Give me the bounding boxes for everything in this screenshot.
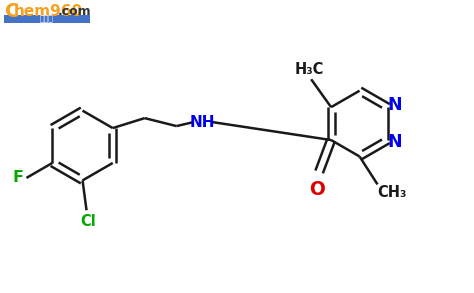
FancyBboxPatch shape	[4, 15, 90, 23]
Text: C: C	[5, 3, 19, 21]
Text: H₃C: H₃C	[294, 62, 324, 77]
Text: O: O	[309, 180, 325, 199]
Text: CH₃: CH₃	[377, 185, 406, 200]
Text: N: N	[388, 96, 402, 114]
Text: 化工网: 化工网	[40, 14, 54, 23]
Text: .com: .com	[58, 6, 91, 18]
Text: F: F	[12, 171, 23, 185]
Text: NH: NH	[190, 115, 215, 130]
Text: Cl: Cl	[81, 214, 96, 229]
Text: hem960: hem960	[14, 4, 83, 20]
Text: N: N	[388, 133, 402, 151]
